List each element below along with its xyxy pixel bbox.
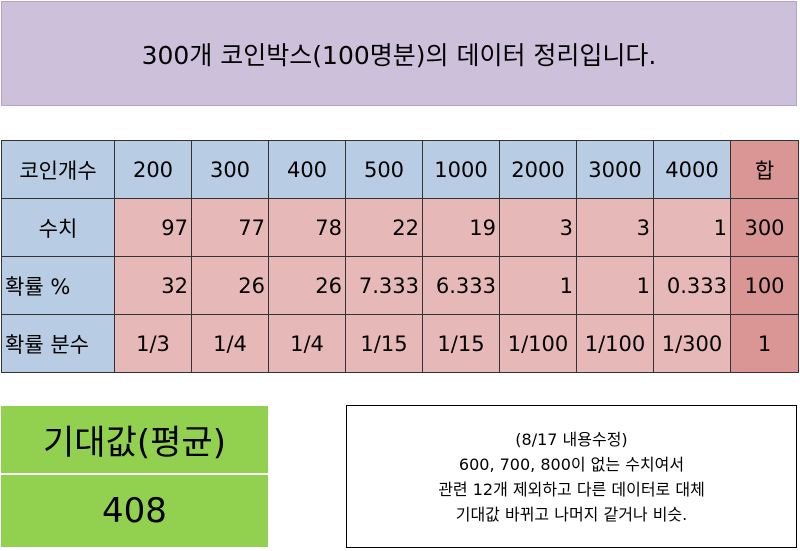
expected-value-label-text: 기대값(평균) xyxy=(43,423,226,463)
row-label: 수치 xyxy=(1,198,115,257)
table-cell: 22 xyxy=(345,198,423,257)
table-cell: 1/100 xyxy=(576,314,654,373)
note-line: 관련 12개 제외하고 다른 데이터로 대체 xyxy=(438,479,705,499)
note-line: 기대값 바뀌고 나머지 같거나 비슷. xyxy=(455,504,688,524)
table-cell: 97 xyxy=(114,198,192,257)
title-text: 300개 코인박스(100명분)의 데이터 정리입니다. xyxy=(141,40,657,70)
revision-note: (8/17 내용수정) 600, 700, 800이 없는 수치여서 관련 12… xyxy=(346,405,797,548)
table-cell: 32 xyxy=(114,256,192,315)
table-cell: 0.333 xyxy=(653,256,731,315)
table-cell: 1/100 xyxy=(499,314,577,373)
table-cell: 1/3 xyxy=(114,314,192,373)
row-label: 확률 % xyxy=(1,256,115,315)
note-line: 600, 700, 800이 없는 수치여서 xyxy=(458,454,685,474)
total-cell: 100 xyxy=(730,256,799,315)
table-cell: 1/4 xyxy=(191,314,269,373)
table-row-count: 수치 97 77 78 22 19 3 3 1 300 xyxy=(1,198,799,257)
table-cell: 3 xyxy=(499,198,577,257)
header-cell: 3000 xyxy=(576,140,654,199)
table-cell: 77 xyxy=(191,198,269,257)
table-cell: 1 xyxy=(576,256,654,315)
row-label: 확률 분수 xyxy=(1,314,115,373)
title-banner: 300개 코인박스(100명분)의 데이터 정리입니다. xyxy=(1,1,797,106)
table-cell: 1 xyxy=(653,198,731,257)
coin-data-table: 코인개수 200 300 400 500 1000 2000 3000 4000… xyxy=(1,140,799,373)
note-line: (8/17 내용수정) xyxy=(515,429,628,449)
header-cell: 1000 xyxy=(422,140,500,199)
table-row-fraction: 확률 분수 1/3 1/4 1/4 1/15 1/15 1/100 1/100 … xyxy=(1,314,799,373)
table-row-percent: 확률 % 32 26 26 7.333 6.333 1 1 0.333 100 xyxy=(1,256,799,315)
table-cell: 26 xyxy=(268,256,346,315)
table-cell: 19 xyxy=(422,198,500,257)
header-cell: 코인개수 xyxy=(1,140,115,199)
table-cell: 3 xyxy=(576,198,654,257)
header-total-cell: 합 xyxy=(730,140,799,199)
header-cell: 500 xyxy=(345,140,423,199)
header-cell: 300 xyxy=(191,140,269,199)
table-cell: 1/4 xyxy=(268,314,346,373)
total-cell: 1 xyxy=(730,314,799,373)
header-cell: 2000 xyxy=(499,140,577,199)
table-cell: 1 xyxy=(499,256,577,315)
total-cell: 300 xyxy=(730,198,799,257)
table-cell: 6.333 xyxy=(422,256,500,315)
header-cell: 4000 xyxy=(653,140,731,199)
expected-value-number: 408 xyxy=(102,491,167,531)
expected-value: 408 xyxy=(1,475,268,547)
table-cell: 1/300 xyxy=(653,314,731,373)
table-cell: 26 xyxy=(191,256,269,315)
table-cell: 7.333 xyxy=(345,256,423,315)
table-header-row: 코인개수 200 300 400 500 1000 2000 3000 4000… xyxy=(1,140,799,199)
table-cell: 1/15 xyxy=(422,314,500,373)
header-cell: 400 xyxy=(268,140,346,199)
table-cell: 1/15 xyxy=(345,314,423,373)
header-cell: 200 xyxy=(114,140,192,199)
expected-value-label: 기대값(평균) xyxy=(1,406,268,475)
table-cell: 78 xyxy=(268,198,346,257)
